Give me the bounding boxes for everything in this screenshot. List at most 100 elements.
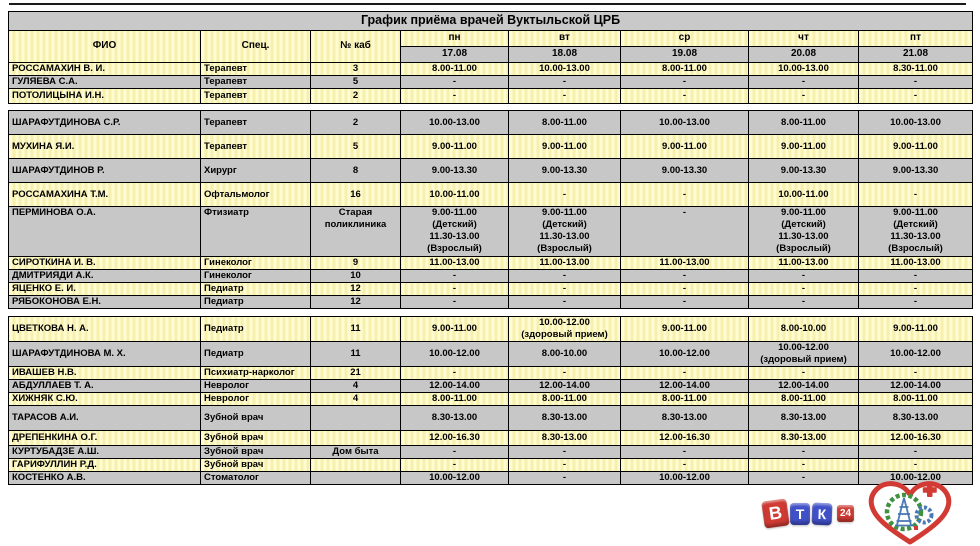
btk-letter-v-tile: В <box>761 498 790 529</box>
time-cell: - <box>508 458 621 472</box>
specialty-cell: Хирург <box>200 158 311 183</box>
day-header-fri: пт <box>857 30 974 47</box>
time-cell: - <box>620 295 749 309</box>
footer-logos: В Т К 24 <box>760 478 972 546</box>
room-cell: 2 <box>310 110 401 135</box>
time-cell: 8.00-11.00 <box>748 110 859 135</box>
time-cell: - <box>748 458 859 472</box>
day-header-thu: чт <box>748 30 859 47</box>
top-divider-line <box>9 3 966 5</box>
doctor-row: ТАРАСОВ А.И. Зубной врач 8.30-13.00 8.30-13… <box>8 405 974 431</box>
time-cell: 9.00-11.00 <box>400 316 509 342</box>
room-cell: 10 <box>310 269 401 283</box>
time-cell: - <box>748 88 859 104</box>
time-cell: 8.30-13.00 <box>620 405 749 431</box>
time-cell: 12.00-16.30 <box>620 430 749 446</box>
column-header-kab: № каб <box>310 30 401 63</box>
time-cell: 10.00-12.00 (здоровый прием) <box>508 316 621 342</box>
time-cell: 11.00-13.00 <box>400 256 509 270</box>
time-cell: 9.00-13.30 <box>508 158 621 183</box>
time-cell: 10.00-12.00 <box>400 471 509 485</box>
doctor-name-cell: ГУЛЯЕВА С.А. <box>8 75 201 89</box>
doctor-name-cell: РОССАМАХИНА Т.М. <box>8 182 201 207</box>
time-cell: 12.00-14.00 <box>857 379 974 393</box>
time-cell: 8.00-11.00 <box>508 110 621 135</box>
doctor-name-cell: ШАРАФУТДИНОВ Р. <box>8 158 201 183</box>
time-cell: 12.00-14.00 <box>508 379 621 393</box>
doctor-name-cell: ШАРАФУТДИНОВА М. Х. <box>8 341 201 367</box>
time-cell: - <box>620 445 749 459</box>
time-cell: 10.00-12.00 <box>400 341 509 367</box>
time-cell: 8.00-10.00 <box>748 316 859 342</box>
time-cell: - <box>620 206 749 257</box>
time-cell: - <box>400 75 509 89</box>
time-cell: 9.00-11.00 <box>400 134 509 159</box>
time-cell: 11.00-13.00 <box>620 256 749 270</box>
time-cell: - <box>508 366 621 380</box>
date-header-wed: 19.08 <box>620 46 749 63</box>
room-cell: 11 <box>310 316 401 342</box>
doctor-row: ЦВЕТКОВА Н. А. Педиатр 11 9.00-11.00 10.00-1… <box>8 316 974 342</box>
time-cell: 10.00-11.00 <box>400 182 509 207</box>
time-cell: 11.00-13.00 <box>857 256 974 270</box>
time-cell: 9.00-11.00 <box>748 134 859 159</box>
room-cell: 2 <box>310 88 401 104</box>
time-cell: 10.00-11.00 <box>748 182 859 207</box>
specialty-cell: Психиатр-нарколог <box>200 366 311 380</box>
date-header-tue: 18.08 <box>508 46 621 63</box>
time-cell: 8.00-11.00 <box>508 392 621 406</box>
time-cell: 9.00-11.00 (Детский) 11.30-13.00 (Взросл… <box>748 206 859 257</box>
time-cell: 9.00-11.00 <box>857 316 974 342</box>
specialty-cell: Фтизиатр <box>200 206 311 257</box>
doctor-row: ГАРИФУЛЛИН Р.Д. Зубной врач - - - - - <box>8 458 974 472</box>
time-cell: 10.00-13.00 <box>748 62 859 76</box>
time-cell: 8.00-11.00 <box>620 392 749 406</box>
time-cell: 9.00-11.00 <box>857 134 974 159</box>
time-cell: - <box>857 282 974 296</box>
room-cell: 5 <box>310 75 401 89</box>
time-cell: - <box>508 282 621 296</box>
time-cell: - <box>857 295 974 309</box>
time-cell: - <box>748 282 859 296</box>
doctor-row: РЯБОКОНОВА Е.Н. Педиатр 12- - - - - <box>8 295 974 309</box>
time-cell: 8.00-10.00 <box>508 341 621 367</box>
doctor-row: РОССАМАХИН В. И. Терапевт 3 8.00-11.00 10.00… <box>8 62 974 76</box>
room-cell: 12 <box>310 295 401 309</box>
time-cell: - <box>748 445 859 459</box>
time-cell: - <box>508 182 621 207</box>
specialty-cell: Гинеколог <box>200 256 311 270</box>
time-cell: - <box>400 282 509 296</box>
time-cell: - <box>620 366 749 380</box>
doctor-name-cell: ДРЕПЕНКИНА О.Г. <box>8 430 201 446</box>
doctor-row: РОССАМАХИНА Т.М. Офтальмолог 16 10.00-11.00… <box>8 182 974 207</box>
time-cell: - <box>400 445 509 459</box>
doctor-name-cell: ПЕРМИНОВА О.А. <box>8 206 201 257</box>
time-cell: - <box>508 88 621 104</box>
specialty-cell: Стоматолог <box>200 471 311 485</box>
time-cell: 8.00-11.00 <box>400 392 509 406</box>
time-cell: 9.00-11.00 (Детский) 11.30-13.00 (Взросл… <box>508 206 621 257</box>
time-cell: - <box>400 269 509 283</box>
spacer-row <box>8 103 973 111</box>
time-cell: 10.00-12.00 <box>857 341 974 367</box>
specialty-cell: Гинеколог <box>200 269 311 283</box>
time-cell: - <box>748 75 859 89</box>
time-cell: - <box>857 445 974 459</box>
doctor-row: АБДУЛЛАЕВ Т. А. Невролог 4 12.00-14.00 12.00… <box>8 379 974 393</box>
specialty-cell: Терапевт <box>200 110 311 135</box>
specialty-cell: Зубной врач <box>200 430 311 446</box>
time-cell: - <box>857 75 974 89</box>
column-header-fio: ФИО <box>8 30 201 63</box>
room-cell: 4 <box>310 392 401 406</box>
time-cell: 8.30-13.00 <box>508 430 621 446</box>
room-cell: 5 <box>310 134 401 159</box>
doctor-row: КУРТУБАДЗЕ А.Ш. Зубной врач Дом быта - - - - - <box>8 445 974 459</box>
page-title: График приёма врачей Вуктыльской ЦРБ <box>7 11 974 31</box>
doctor-row: МУХИНА Я.И. Терапевт 5 9.00-11.00 9.00-11.00… <box>8 134 974 159</box>
time-cell: 12.00-16.30 <box>400 430 509 446</box>
schedule-table: График приёма врачей Вуктыльской ЦРБ ФИО… <box>7 11 974 485</box>
day-header-wed: ср <box>620 30 749 47</box>
specialty-cell: Терапевт <box>200 134 311 159</box>
time-cell: 9.00-13.30 <box>400 158 509 183</box>
spacer-row <box>8 308 973 317</box>
